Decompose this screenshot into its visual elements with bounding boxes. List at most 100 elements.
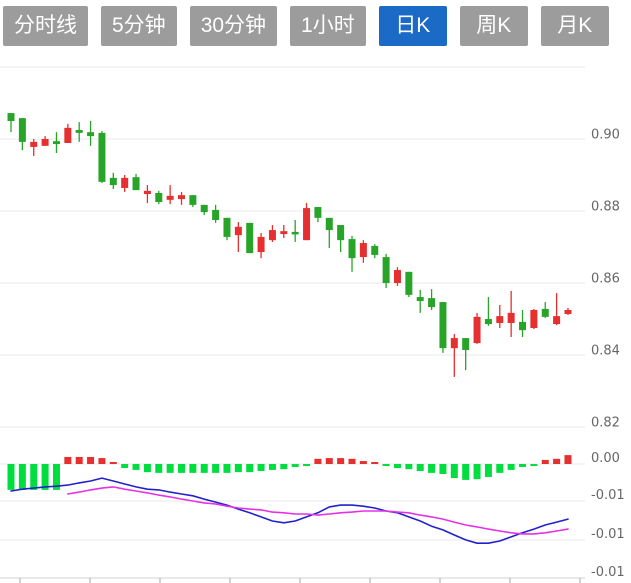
macd-bar: [280, 464, 288, 470]
candle: [64, 123, 72, 143]
macd-bar: [166, 464, 174, 473]
candle: [87, 121, 95, 146]
candle-body: [416, 297, 424, 301]
candle: [234, 222, 242, 253]
candle: [337, 225, 345, 253]
candle: [200, 204, 208, 215]
macd-bar: [75, 456, 83, 464]
macd-bar: [7, 464, 15, 490]
macd-bar: [564, 455, 572, 464]
candle-body: [75, 130, 83, 133]
macd-panel: 0.00 -0.01 -0.01 -0.01: [0, 451, 625, 583]
candle-body: [359, 243, 367, 258]
tab-5min[interactable]: 5分钟: [101, 6, 177, 46]
candle: [325, 217, 333, 249]
candle-body: [303, 208, 311, 241]
price-axis-label: 0.84: [591, 344, 620, 359]
candle: [484, 297, 492, 326]
candle-body: [382, 257, 390, 283]
macd-bar: [98, 458, 106, 464]
candle-body: [7, 113, 15, 121]
candle: [223, 217, 231, 241]
candle-body: [439, 302, 447, 349]
candle-body: [212, 209, 220, 220]
candle: [462, 338, 470, 371]
candle-body: [325, 217, 333, 231]
macd-bar: [416, 464, 424, 472]
candle-body: [30, 141, 38, 147]
candle: [41, 136, 49, 146]
candle: [155, 190, 163, 205]
candle-body: [348, 239, 356, 259]
candle-body: [121, 177, 129, 188]
macd-bar: [337, 458, 345, 464]
candle: [405, 271, 413, 298]
candle-body: [52, 141, 60, 145]
dif-line: [10, 477, 569, 545]
candle: [189, 195, 197, 208]
candle: [496, 304, 504, 328]
macd-bar: [212, 464, 220, 473]
candle: [553, 293, 561, 326]
candle-body: [496, 316, 504, 323]
candle-body: [98, 132, 106, 182]
candle: [18, 118, 26, 151]
macd-bar: [64, 456, 72, 464]
candle: [75, 122, 83, 142]
candle-body: [200, 204, 208, 213]
macd-bar: [30, 464, 38, 490]
price-axis-labels: 0.90 0.88 0.86 0.84 0.82: [591, 128, 620, 431]
macd-bar: [52, 464, 60, 490]
macd-bar: [143, 464, 151, 473]
candle: [132, 173, 140, 191]
price-axis-label: 0.90: [591, 128, 620, 143]
candle: [212, 204, 220, 223]
tab-30min[interactable]: 30分钟: [189, 6, 278, 46]
macd-histogram: [7, 455, 572, 490]
macd-bar: [109, 462, 117, 464]
candle: [507, 290, 515, 337]
tab-monthly-k[interactable]: 月K: [540, 6, 609, 46]
macd-bar: [371, 462, 379, 464]
candle-body: [473, 316, 481, 344]
candle: [359, 240, 367, 263]
candle: [268, 225, 276, 242]
candle-body: [246, 222, 254, 254]
candle-body: [166, 195, 174, 200]
dea-line: [67, 486, 569, 535]
tab-weekly-k[interactable]: 周K: [459, 6, 528, 46]
macd-bar: [189, 464, 197, 473]
candle: [519, 310, 527, 337]
candle-body: [155, 193, 163, 202]
macd-bar: [553, 458, 561, 464]
macd-bar: [121, 464, 129, 469]
candle-body: [189, 195, 197, 205]
candle: [530, 308, 538, 330]
candle: [473, 312, 481, 344]
macd-bar: [405, 464, 413, 470]
tab-daily-k[interactable]: 日K: [378, 6, 447, 46]
candlestick-panel: [7, 113, 572, 377]
candle-body: [405, 271, 413, 295]
candle-body: [143, 190, 151, 195]
candle: [314, 207, 322, 223]
tab-1hour[interactable]: 1小时: [290, 6, 366, 46]
candle: [450, 334, 458, 377]
candle: [109, 172, 117, 190]
tab-timeline[interactable]: 分时线: [3, 6, 88, 46]
candle-body: [132, 177, 140, 191]
macd-bar: [303, 464, 311, 466]
macd-bar: [439, 464, 447, 474]
candle-body: [428, 298, 436, 308]
candle-body: [530, 310, 538, 328]
macd-bar: [541, 459, 549, 464]
macd-bar: [473, 464, 481, 480]
price-gridlines: [0, 66, 585, 428]
macd-bar: [496, 464, 504, 473]
candle-body: [450, 338, 458, 349]
candle-body: [234, 226, 242, 236]
candle: [52, 132, 60, 154]
